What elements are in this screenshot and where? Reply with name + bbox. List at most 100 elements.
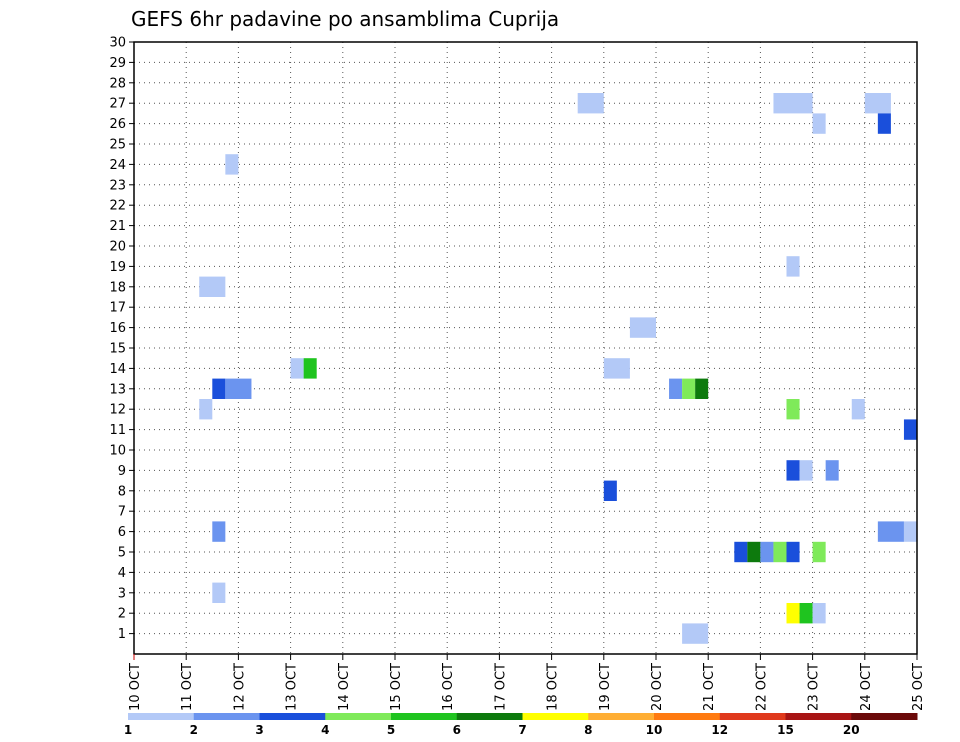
precip-cell [851,399,865,420]
legend-swatch [391,713,458,720]
y-tick-label: 28 [109,76,126,91]
x-tick-label: 11 OCT [180,663,195,711]
y-tick-label: 18 [109,280,126,295]
precip-cell [877,521,904,542]
legend-swatch [456,713,523,720]
precip-cell [682,378,696,399]
precip-cell [812,603,826,624]
x-tick-label: 25 OCT [911,663,926,711]
precip-cell [812,113,826,134]
y-tick-label: 1 [118,627,126,642]
precip-cell [786,399,800,420]
y-tick-label: 7 [118,505,126,520]
precip-cell [212,521,226,542]
y-tick-label: 22 [109,199,126,214]
precip-cell [786,541,800,563]
legend-swatch [259,713,326,720]
y-tick-label: 9 [118,464,126,479]
precip-cell [212,378,226,399]
precip-cell [825,460,839,481]
y-tick-label: 30 [109,36,126,51]
legend-label: 8 [584,723,592,737]
y-tick-label: 11 [109,423,126,438]
legend-swatch [654,713,721,720]
x-tick-label: 16 OCT [441,663,456,711]
precip-cell [786,256,800,277]
legend-swatch [522,713,589,720]
precip-cell [577,93,604,114]
x-tick-label: 24 OCT [859,663,874,711]
legend-swatch [325,713,392,720]
precip-cell [747,541,761,563]
y-tick-label: 26 [109,117,126,132]
legend-label: 1 [124,723,132,737]
precip-cell [734,541,748,563]
legend-swatch [588,713,655,720]
legend-label: 12 [711,723,728,737]
legend-swatch [128,713,195,720]
y-tick-label: 19 [109,260,126,275]
legend-swatch [785,713,852,720]
precip-cell [603,480,617,501]
legend-label: 10 [646,723,663,737]
heatmap-cells [199,93,917,644]
y-tick-label: 24 [109,158,126,173]
x-tick-label: 17 OCT [493,663,508,711]
precip-cell [760,541,774,563]
legend-label: 7 [518,723,526,737]
precip-cell [695,378,709,399]
y-tick-label: 2 [118,607,126,622]
precip-cell [225,154,239,175]
precip-cell [290,358,304,379]
y-tick-label: 8 [118,484,126,499]
precip-cell [864,93,891,114]
y-tick-label: 13 [109,382,126,397]
precip-cell [903,419,917,440]
precip-cell [773,93,813,114]
x-tick-label: 20 OCT [650,663,665,711]
precip-cell [773,541,787,563]
legend-swatch [851,713,918,720]
legend-swatch [193,713,260,720]
color-legend: 1 2 3 4 5 6 7 8 10 12 15 20 [124,713,918,737]
y-tick-label: 14 [109,362,126,377]
chart-title: GEFS 6hr padavine po ansamblima Cuprija [131,7,559,31]
legend-label: 6 [453,723,461,737]
y-tick-label: 3 [118,586,126,601]
y-tick-label: 4 [118,566,126,581]
x-tick-label: 12 OCT [232,663,247,711]
x-tick-label: 14 OCT [337,663,352,711]
precip-cell [786,603,800,624]
precip-cell [786,460,800,481]
precip-cell [212,582,226,603]
y-tick-label: 20 [109,240,126,255]
y-tick-label: 15 [109,342,126,357]
precip-cell [903,521,917,542]
axes: 1234567891011121314151617181920212223242… [109,36,926,711]
y-tick-label: 23 [109,178,126,193]
grid-lines [134,42,917,654]
legend-label: 2 [190,723,198,737]
y-tick-label: 5 [118,546,126,561]
precip-cell [877,113,891,134]
precip-cell [682,623,709,644]
y-tick-label: 29 [109,56,126,71]
x-tick-label: 23 OCT [807,663,822,711]
x-tick-label: 13 OCT [285,663,300,711]
legend-label: 3 [255,723,263,737]
precip-cell [603,358,630,379]
y-tick-label: 12 [109,403,126,418]
y-tick-label: 6 [118,525,126,540]
y-tick-label: 25 [109,138,126,153]
y-tick-label: 21 [109,219,126,234]
precip-cell [303,358,317,379]
x-tick-label: 15 OCT [389,663,404,711]
x-tick-label: 22 OCT [754,663,769,711]
precip-cell [629,317,656,338]
legend-label: 4 [321,723,329,737]
precip-cell [199,276,226,297]
precip-cell [812,541,826,563]
legend-label: 15 [777,723,794,737]
x-tick-label: 18 OCT [546,663,561,711]
